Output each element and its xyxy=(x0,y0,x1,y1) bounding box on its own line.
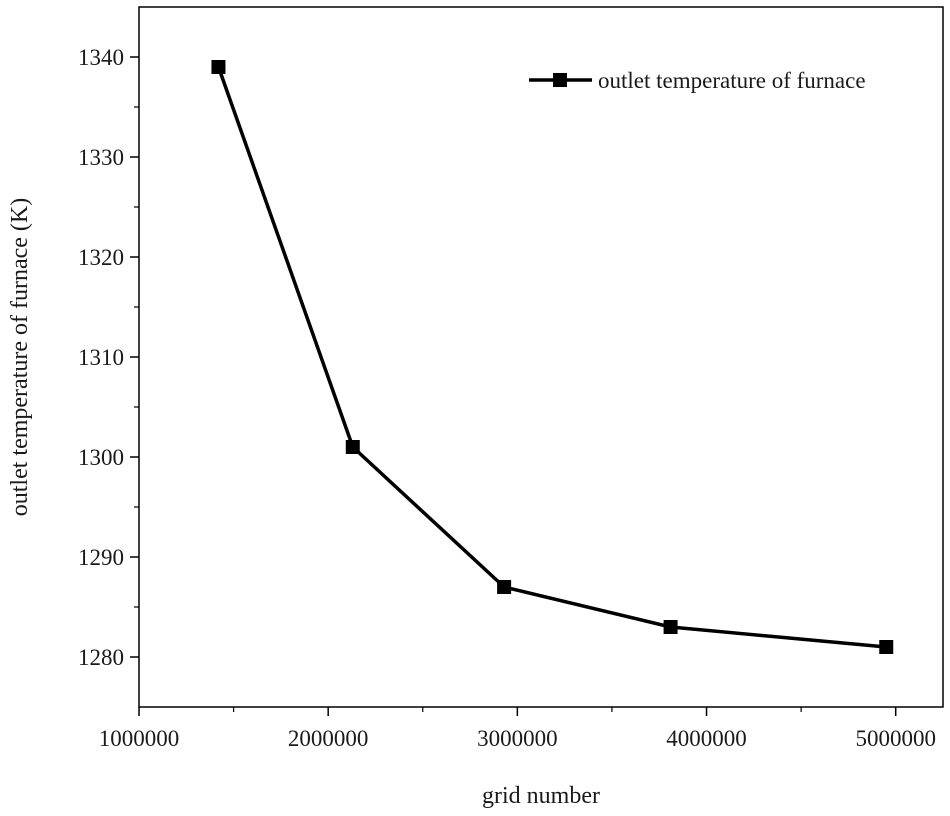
x-tick-label: 5000000 xyxy=(855,726,936,751)
data-point xyxy=(879,640,894,654)
series-points xyxy=(211,60,894,654)
x-tick-label: 4000000 xyxy=(666,726,747,751)
y-axis-title: outlet temperature of furnace (K) xyxy=(7,198,33,517)
legend: outlet temperature of furnace xyxy=(529,68,866,93)
plot-frame xyxy=(138,6,944,708)
y-tick-label: 1310 xyxy=(78,345,124,370)
data-point xyxy=(663,620,678,634)
x-axis-ticks: 1000000 2000000 3000000 4000000 5000000 xyxy=(99,707,936,751)
y-axis-ticks: 1280 1290 1300 1310 1320 1330 1340 xyxy=(78,45,139,670)
data-point xyxy=(211,60,226,74)
legend-marker xyxy=(553,73,567,87)
y-tick-label: 1330 xyxy=(78,145,124,170)
legend-label: outlet temperature of furnace xyxy=(598,68,866,93)
y-tick-label: 1300 xyxy=(78,445,124,470)
x-tick-label: 3000000 xyxy=(477,726,558,751)
y-tick-label: 1340 xyxy=(78,45,124,70)
y-tick-label: 1290 xyxy=(78,545,124,570)
x-tick-label: 2000000 xyxy=(288,726,369,751)
y-tick-label: 1280 xyxy=(78,645,124,670)
data-point xyxy=(345,440,360,454)
x-axis-title: grid number xyxy=(482,783,600,809)
x-tick-label: 1000000 xyxy=(99,726,180,751)
data-point xyxy=(497,580,512,594)
series-lines xyxy=(216,66,887,649)
y-tick-label: 1320 xyxy=(78,245,124,270)
series-line xyxy=(216,66,887,649)
